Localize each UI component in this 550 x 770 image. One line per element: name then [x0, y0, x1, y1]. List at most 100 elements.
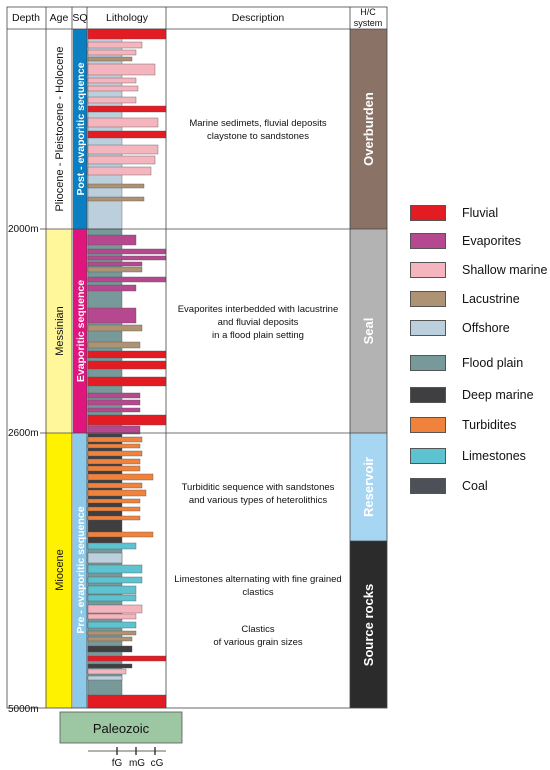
litho-bed-turbidites — [87, 489, 147, 497]
hc-label-source-rocks: Source rocks — [361, 584, 376, 666]
litho-bed-turbidites — [87, 465, 141, 472]
litho-bed-limestones — [87, 594, 137, 602]
header-hc-line1: H/C — [360, 7, 376, 17]
hc-seal — [350, 229, 387, 433]
sequence-label-post: Post - evaporitic sequence — [75, 62, 87, 195]
litho-bed-shallow-marine — [87, 613, 137, 620]
hc-label-overburden: Overburden — [361, 92, 376, 166]
litho-bed-turbidites — [87, 458, 141, 465]
litho-bed-shallow-marine — [87, 41, 143, 49]
sequence-label-evaporitic: Evaporitic sequence — [75, 280, 87, 382]
litho-bed-limestones — [87, 621, 137, 629]
litho-bed-lacustrine — [87, 196, 145, 202]
depth-label-2600: 2600m — [8, 428, 39, 439]
litho-bed-fluvial — [87, 28, 167, 40]
desc1-line1: Marine sedimets, fluvial deposits — [189, 118, 327, 129]
litho-bed-shallow-marine — [87, 96, 137, 104]
litho-bed-fluvial — [87, 694, 167, 709]
litho-bed-evaporites — [87, 425, 141, 435]
litho-bed-offshore — [87, 675, 123, 681]
litho-bed-fluvial — [87, 105, 167, 113]
depth-label-5000: 5000m — [8, 704, 39, 715]
litho-bed-shallow-marine — [87, 668, 127, 675]
litho-bed-evaporites — [87, 407, 141, 413]
hc-label-seal: Seal — [361, 318, 376, 345]
litho-bed-offshore — [87, 552, 123, 564]
litho-bed-evaporites — [87, 248, 167, 255]
stratigraphic-column: Depth Age SQ Lithology Description H/C s… — [6, 6, 388, 769]
litho-bed-shallow-marine — [87, 85, 139, 92]
litho-bed-turbidites — [87, 506, 141, 512]
header-depth: Depth — [12, 12, 40, 24]
legend-item-limestones: Limestones — [410, 448, 550, 466]
litho-bed-fluvial — [87, 414, 167, 426]
desc5-line1: Clastics — [241, 624, 275, 635]
litho-bed-shallow-marine — [87, 63, 156, 76]
legend-label-deep-marine: Deep marine — [462, 388, 534, 402]
legend-label-coal: Coal — [462, 479, 488, 493]
legend-label-shallow-marine: Shallow marine — [462, 263, 548, 277]
litho-bed-turbidites — [87, 436, 143, 443]
litho-bed-evaporites — [87, 255, 167, 261]
hc-label-reservoir: Reservoir — [361, 457, 376, 517]
header-hc-line2: system — [354, 18, 383, 28]
litho-bed-lacustrine — [87, 56, 133, 62]
legend-label-offshore: Offshore — [462, 321, 510, 335]
legend-label-limestones: Limestones — [462, 449, 526, 463]
litho-bed-shallow-marine — [87, 144, 159, 155]
litho-bed-evaporites — [87, 276, 167, 283]
litho-bed-shallow-marine — [87, 604, 143, 614]
legend-item-lacustrine: Lacustrine — [410, 291, 550, 309]
grain-label-cg: cG — [151, 758, 164, 769]
litho-bed-lacustrine — [87, 636, 133, 642]
litho-bed-lacustrine — [87, 324, 143, 332]
litho-bed-fluvial — [87, 130, 167, 139]
litho-bed-shallow-marine — [87, 77, 137, 84]
desc5-line2: of various grain sizes — [213, 637, 302, 648]
sequence-band-post-evaporitic — [73, 29, 87, 229]
litho-bed-evaporites — [87, 392, 141, 399]
litho-bed-evaporites — [87, 307, 137, 324]
legend-label-turbidites: Turbidites — [462, 418, 517, 432]
litho-bed-turbidites — [87, 515, 141, 521]
legend-item-offshore: Offshore — [410, 320, 550, 338]
litho-bed-shallow-marine — [87, 166, 152, 176]
header-sq: SQ — [72, 12, 87, 24]
litho-bed-evaporites — [87, 284, 137, 292]
litho-bed-turbidites — [87, 450, 143, 457]
legend-swatch-flood-plain — [410, 355, 446, 371]
legend-item-turbidites: Turbidites — [410, 417, 550, 435]
legend-label-flood-plain: Flood plain — [462, 356, 524, 370]
litho-bed-deep-marine — [87, 645, 133, 653]
litho-bed-shallow-marine — [87, 117, 159, 128]
sequence-band-pre-evaporitic — [73, 433, 87, 708]
desc4-line2: clastics — [242, 587, 273, 598]
legend-swatch-lacustrine — [410, 291, 446, 307]
desc3-line1: Turbiditic sequence with sandstones — [182, 482, 335, 493]
legend-item-coal: Coal — [410, 478, 550, 496]
litho-bed-limestones — [87, 564, 143, 574]
legend-swatch-offshore — [410, 320, 446, 336]
legend-swatch-coal — [410, 478, 446, 494]
litho-bed-turbidites — [87, 473, 154, 481]
legend-item-deep-marine: Deep marine — [410, 387, 550, 405]
litho-bed-lacustrine — [87, 266, 143, 273]
legend-item-fluvial: Fluvial — [410, 205, 550, 223]
litho-bed-turbidites — [87, 443, 141, 449]
litho-bg-offshore — [87, 28, 123, 230]
litho-bed-evaporites — [87, 261, 143, 267]
desc2-line2: and fluvial deposits — [218, 317, 299, 328]
litho-bed-lacustrine — [87, 341, 141, 349]
legend-item-flood-plain: Flood plain — [410, 355, 550, 373]
grain-label-mg: mG — [129, 758, 145, 769]
hc-overburden — [350, 29, 387, 229]
litho-bed-shallow-marine — [87, 155, 156, 165]
legend-swatch-evaporites — [410, 233, 446, 249]
desc2-line3: in a flood plain setting — [212, 330, 304, 341]
paleozoic-label: Paleozoic — [93, 721, 150, 736]
litho-bed-turbidites — [87, 531, 154, 538]
desc2-line1: Evaporites interbedded with lacustrine — [178, 304, 339, 315]
age-label-miocene: Miocene — [54, 549, 66, 591]
legend: Fluvial Evaporites Shallow marine Lacust… — [410, 0, 550, 500]
hc-reservoir — [350, 433, 387, 541]
